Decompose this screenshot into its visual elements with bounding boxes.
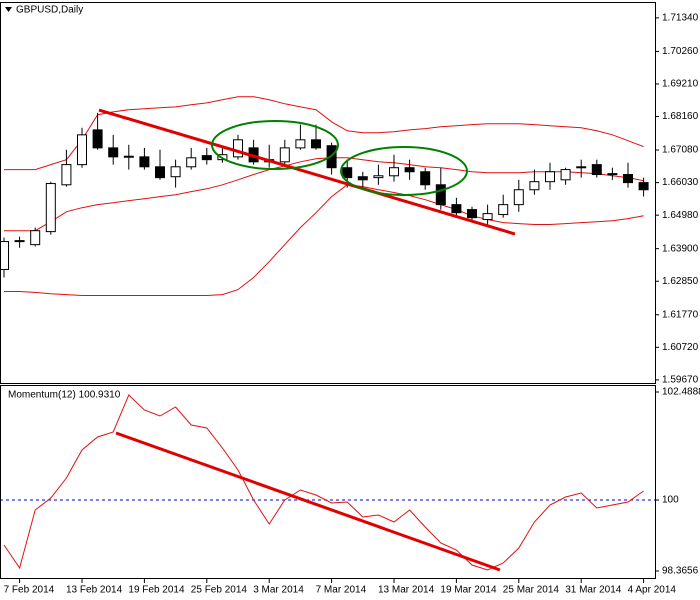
highlight-ellipse bbox=[340, 146, 468, 196]
candle-body bbox=[357, 176, 368, 181]
candle-body bbox=[342, 167, 353, 179]
y-tick-label: 1.69210 bbox=[662, 79, 699, 90]
x-tick-label: 25 Feb 2014 bbox=[191, 585, 248, 596]
x-tick-label: 7 Feb 2014 bbox=[4, 585, 55, 596]
y-tick-label: 100 bbox=[662, 495, 679, 506]
momentum-panel bbox=[0, 385, 656, 579]
candle-body bbox=[560, 169, 571, 181]
candle-body bbox=[638, 182, 649, 191]
candle-body bbox=[279, 147, 290, 163]
y-tick-label: 1.63900 bbox=[662, 243, 699, 254]
candle-body bbox=[607, 173, 618, 176]
y-tick-label: 1.61770 bbox=[662, 309, 699, 320]
trendline bbox=[98, 108, 516, 236]
x-tick-label: 13 Feb 2014 bbox=[66, 585, 123, 596]
candle-body bbox=[576, 166, 587, 169]
candle-body bbox=[201, 155, 212, 161]
candle-body bbox=[233, 139, 243, 158]
x-tick-label: 25 Mar 2014 bbox=[503, 585, 560, 596]
y-tick-label: 102.4888 bbox=[662, 387, 700, 398]
y-tick-label: 98.3656 bbox=[662, 566, 699, 577]
x-tick-label: 3 Mar 2014 bbox=[253, 585, 304, 596]
y-tick-label: 1.70260 bbox=[662, 46, 699, 57]
candle-body bbox=[108, 147, 119, 158]
candle-body bbox=[61, 164, 72, 186]
candle-body bbox=[451, 204, 462, 214]
candle-body bbox=[420, 171, 431, 186]
indicator-title: Momentum(12) 100.9310 bbox=[8, 390, 121, 401]
candle-body bbox=[529, 181, 540, 191]
chart-title: GBPUSD,Daily bbox=[16, 5, 83, 16]
band-line bbox=[4, 184, 644, 296]
candle-body bbox=[545, 171, 555, 183]
candle-body bbox=[591, 164, 602, 176]
x-tick-label: 31 Mar 2014 bbox=[565, 585, 622, 596]
candle-body bbox=[389, 167, 399, 177]
candle-body bbox=[295, 139, 306, 149]
candle-body bbox=[623, 174, 633, 184]
annotations bbox=[98, 108, 516, 572]
y-tick-label: 1.68160 bbox=[662, 111, 699, 122]
candle-body bbox=[155, 166, 165, 179]
candle-body bbox=[139, 156, 150, 168]
candle-body bbox=[123, 155, 134, 158]
candle-body bbox=[92, 129, 103, 149]
price-panel bbox=[0, 2, 656, 384]
x-tick-label: 7 Mar 2014 bbox=[316, 585, 367, 596]
candle-body bbox=[170, 166, 181, 178]
axes: 1.71340 1.70260 1.69210 1.68160 1.67080 1.660… bbox=[4, 13, 700, 596]
x-tick-label: 19 Feb 2014 bbox=[128, 585, 185, 596]
candle-body bbox=[77, 134, 87, 166]
y-tick-label: 1.60720 bbox=[662, 342, 699, 353]
y-tick-label: 1.59670 bbox=[662, 375, 699, 386]
candle-body bbox=[311, 139, 321, 149]
y-tick-label: 1.67080 bbox=[662, 145, 699, 156]
candle-body bbox=[435, 184, 446, 206]
candle-body bbox=[404, 167, 415, 173]
candle-body bbox=[513, 189, 524, 206]
candle-body bbox=[373, 175, 384, 179]
y-tick-label: 1.66030 bbox=[662, 177, 699, 188]
candle-body bbox=[482, 213, 493, 221]
candle-body bbox=[498, 204, 509, 216]
candle-body bbox=[186, 157, 197, 168]
y-tick-label: 1.71340 bbox=[662, 13, 699, 24]
x-tick-label: 19 Mar 2014 bbox=[440, 585, 497, 596]
band-line bbox=[4, 157, 644, 232]
menu-arrow[interactable] bbox=[5, 7, 12, 12]
x-tick-label: 4 Apr 2014 bbox=[628, 585, 677, 596]
highlight-ellipse bbox=[211, 120, 339, 170]
candle-body bbox=[467, 209, 477, 219]
y-tick-label: 1.64980 bbox=[662, 210, 699, 221]
candle-body bbox=[14, 240, 25, 243]
momentum-plot bbox=[1, 394, 655, 571]
y-tick-label: 1.62850 bbox=[662, 276, 699, 287]
candle-body bbox=[1, 241, 9, 270]
momentum-line bbox=[3, 394, 644, 571]
candle-body bbox=[30, 230, 41, 246]
trendline bbox=[115, 431, 501, 572]
candle-body bbox=[45, 183, 56, 233]
x-tick-label: 13 Mar 2014 bbox=[378, 585, 435, 596]
